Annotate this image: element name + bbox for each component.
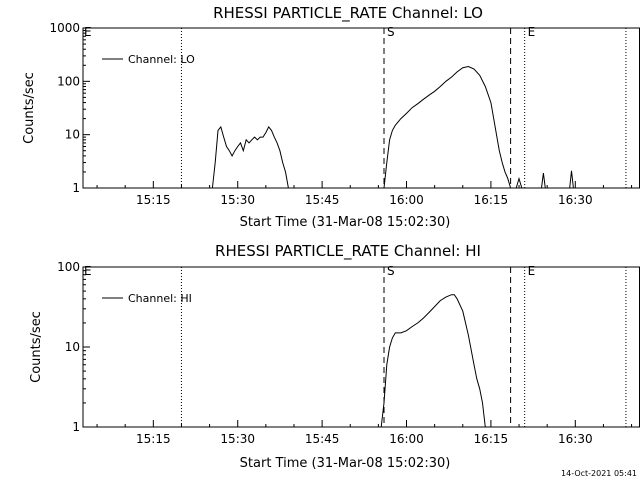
marker-label-s: S [387, 25, 395, 39]
chart-title: RHESSI PARTICLE_RATE Channel: LO [213, 4, 483, 23]
x-tick-label: 15:45 [305, 432, 340, 446]
series-line-segment [569, 170, 574, 189]
legend-entry-label: Channel: LO [128, 53, 195, 66]
y-tick-label: 1000 [49, 21, 80, 35]
series-line-segment [383, 65, 514, 189]
x-tick-label: 16:00 [389, 193, 424, 207]
x-tick-label: 15:30 [220, 432, 255, 446]
marker-label-s: S [387, 264, 395, 278]
plot-frame [82, 27, 640, 189]
x-tick-label: 16:15 [474, 432, 509, 446]
x-tick-label: 15:15 [136, 193, 171, 207]
y-axis-label: Counts/sec [29, 311, 44, 383]
chart-title: RHESSI PARTICLE_RATE Channel: HI [215, 242, 481, 261]
x-tick-label: 15:15 [136, 432, 171, 446]
chart-panel-hi: RHESSI PARTICLE_RATE Channel: HI Start T… [29, 242, 640, 471]
x-tick-label: 16:00 [389, 432, 424, 446]
x-tick-label: 15:45 [305, 193, 340, 207]
series-line-segment [541, 173, 546, 189]
legend-entry-label: Channel: HI [128, 292, 192, 305]
edge-marker-label: E [84, 25, 92, 39]
x-tick-label: 16:15 [474, 193, 509, 207]
y-axis-label: Counts/sec [22, 72, 37, 144]
series-line-segment [211, 125, 289, 189]
footer-timestamp: 14-Oct-2021 05:41 [561, 469, 637, 478]
y-tick-label: 100 [57, 260, 80, 274]
plot-frame [82, 266, 640, 428]
y-tick-label: 10 [65, 340, 80, 354]
series-line-segment [515, 176, 523, 189]
series-line-segment [380, 294, 486, 428]
marker-label-e: E [528, 25, 536, 39]
y-tick-label: 100 [57, 74, 80, 88]
y-tick-label: 1 [72, 420, 80, 434]
chart-panel-lo: RHESSI PARTICLE_RATE Channel: LO Start T… [22, 4, 640, 230]
edge-marker-label: E [84, 264, 92, 278]
y-tick-label: 1 [72, 181, 80, 195]
y-tick-label: 10 [65, 128, 80, 142]
x-axis-label: Start Time (31-Mar-08 15:02:30) [240, 456, 451, 471]
x-axis-label: Start Time (31-Mar-08 15:02:30) [240, 215, 451, 230]
x-tick-label: 16:30 [558, 193, 593, 207]
x-tick-label: 15:30 [220, 193, 255, 207]
marker-label-e: E [528, 264, 536, 278]
x-tick-label: 16:30 [558, 432, 593, 446]
